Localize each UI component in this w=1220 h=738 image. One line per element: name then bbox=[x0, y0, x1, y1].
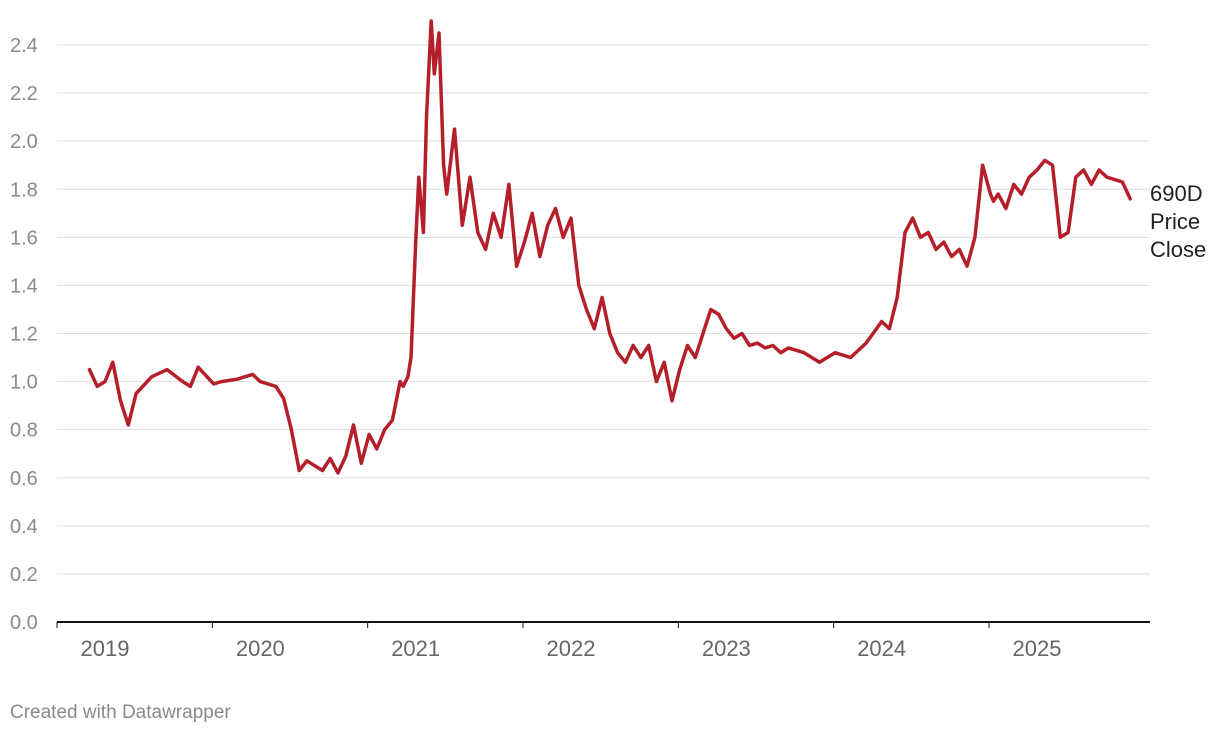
y-axis: 0.0 0.2 0.4 0.6 0.8 1.0 1.2 1.4 1.6 1.8 2.0 2.2 2.4 bbox=[10, 35, 38, 634]
x-axis: 2019 2020 2021 2022 2023 2024 2025 bbox=[56, 622, 1062, 661]
y-tick-label: 0.0 bbox=[10, 612, 38, 634]
x-tick-label: 2019 bbox=[81, 636, 130, 661]
y-tick-label: 1.2 bbox=[10, 324, 38, 346]
y-tick-label: 2.4 bbox=[10, 35, 38, 57]
series-label-line: 690D bbox=[1150, 181, 1203, 206]
x-tick-label: 2021 bbox=[391, 636, 440, 661]
footer-credit: Created with Datawrapper bbox=[10, 702, 231, 723]
x-tick-label: 2024 bbox=[857, 636, 906, 661]
x-tick-label: 2025 bbox=[1013, 636, 1062, 661]
series-label-line: Price bbox=[1150, 209, 1201, 234]
y-tick-label: 1.8 bbox=[10, 179, 38, 201]
x-tick-label: 2022 bbox=[547, 636, 596, 661]
series-label: 690D Price Close bbox=[1150, 180, 1220, 264]
series-line bbox=[87, 19, 1132, 475]
y-tick-label: 0.8 bbox=[10, 420, 38, 442]
y-tick-label: 2.0 bbox=[10, 131, 38, 153]
x-tick-label: 2023 bbox=[702, 636, 751, 661]
y-tick-label: 0.2 bbox=[10, 564, 38, 586]
y-tick-label: 1.4 bbox=[10, 275, 38, 297]
series-label-line: Close bbox=[1150, 237, 1207, 262]
y-tick-label: 1.0 bbox=[10, 372, 38, 394]
x-tick-label: 2020 bbox=[236, 636, 285, 661]
y-tick-label: 2.2 bbox=[10, 83, 38, 105]
y-tick-label: 0.4 bbox=[10, 516, 38, 538]
series-group bbox=[87, 19, 1132, 475]
grid-lines bbox=[57, 44, 1150, 575]
y-tick-label: 0.6 bbox=[10, 468, 38, 490]
y-tick-label: 1.6 bbox=[10, 227, 38, 249]
